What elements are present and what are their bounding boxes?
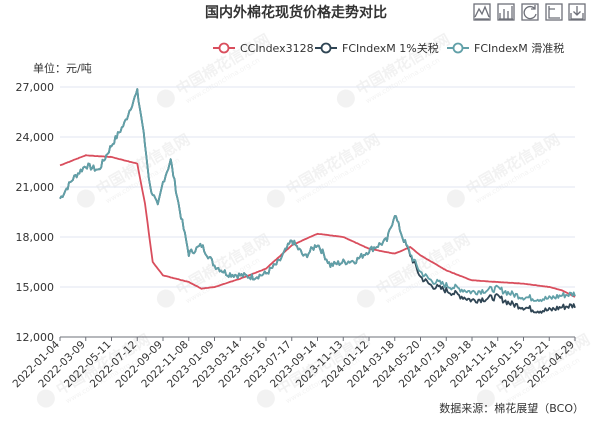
y-tick-label: 27,000: [16, 81, 55, 94]
y-tick-label: 15,000: [16, 281, 55, 294]
y-tick-label: 24,000: [16, 131, 55, 144]
legend-item[interactable]: FCIndexM 1%关税: [315, 41, 439, 55]
legend-item[interactable]: CCIndex3128: [213, 42, 314, 55]
y-tick-label: 21,000: [16, 181, 55, 194]
axes: 12,00015,00018,00021,00024,00027,0002022…: [10, 81, 577, 390]
data-view-icon[interactable]: [545, 3, 563, 21]
y-tick-label: 18,000: [16, 231, 55, 244]
save-image-icon[interactable]: [568, 3, 586, 21]
line-chart-icon[interactable]: [473, 3, 491, 21]
chart-title: 国内外棉花现货价格走势对比: [205, 4, 387, 21]
grid-lines: [60, 86, 575, 338]
series-line-1: [59, 88, 576, 314]
legend-marker-icon: [452, 42, 464, 54]
toolbar: [473, 3, 586, 21]
series-line-2: [59, 88, 576, 303]
unit-label: 单位：元/吨: [33, 61, 92, 75]
legend: CCIndex3128 FCIndexM 1%关税 FCIndexM 滑准税: [213, 41, 564, 55]
text-layer: 国内外棉花现货价格走势对比 单位：元/吨 数据来源：棉花展望（BCO）: [33, 4, 584, 415]
legend-label: FCIndexM 1%关税: [342, 41, 439, 55]
bar-chart-icon[interactable]: [497, 3, 515, 21]
y-tick-label: 12,000: [16, 331, 55, 344]
source-label: 数据来源：棉花展望（BCO）: [439, 401, 584, 415]
legend-label: CCIndex3128: [240, 42, 314, 55]
legend-item[interactable]: FCIndexM 滑准税: [447, 41, 564, 55]
legend-marker-icon: [320, 42, 332, 54]
restore-icon[interactable]: [521, 3, 539, 21]
series-line-0: [59, 154, 576, 298]
series-layer: [59, 88, 576, 314]
legend-label: FCIndexM 滑准税: [474, 41, 564, 55]
legend-marker-icon: [218, 42, 230, 54]
